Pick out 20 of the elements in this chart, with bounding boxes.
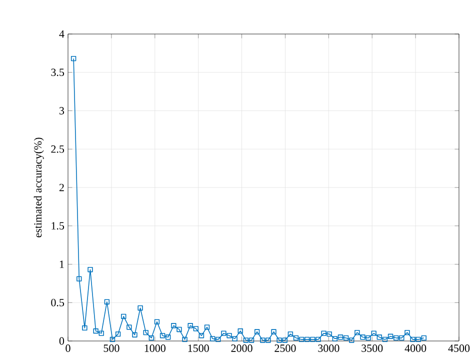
x-tick-label: 3500 [362,344,383,352]
y-tick-label: 0 [59,337,64,345]
x-tick-label: 3000 [318,344,340,352]
x-tick-label: 2500 [274,344,296,352]
y-tick-label: 4 [59,30,64,38]
y-axis-title: estimated accuracy(%) [34,138,44,238]
y-tick-label: 1.5 [52,222,64,230]
y-tick-label: 3.5 [51,68,64,76]
y-tick-label: 2 [59,184,64,192]
y-tick-label: 0.5 [51,298,64,306]
x-tick-label: 0 [66,344,70,352]
x-tick-label: 1000 [144,344,166,352]
x-tick-label: 4000 [404,344,426,352]
x-tick-label: 500 [104,344,120,352]
y-tick-label: 1 [60,260,64,268]
y-tick-label: 2.5 [51,145,64,153]
x-tick-label: 4500 [448,344,470,352]
x-tick-label: 2000 [231,344,252,352]
x-tick-label: 1500 [188,344,209,352]
y-tick-label: 3 [60,107,64,114]
